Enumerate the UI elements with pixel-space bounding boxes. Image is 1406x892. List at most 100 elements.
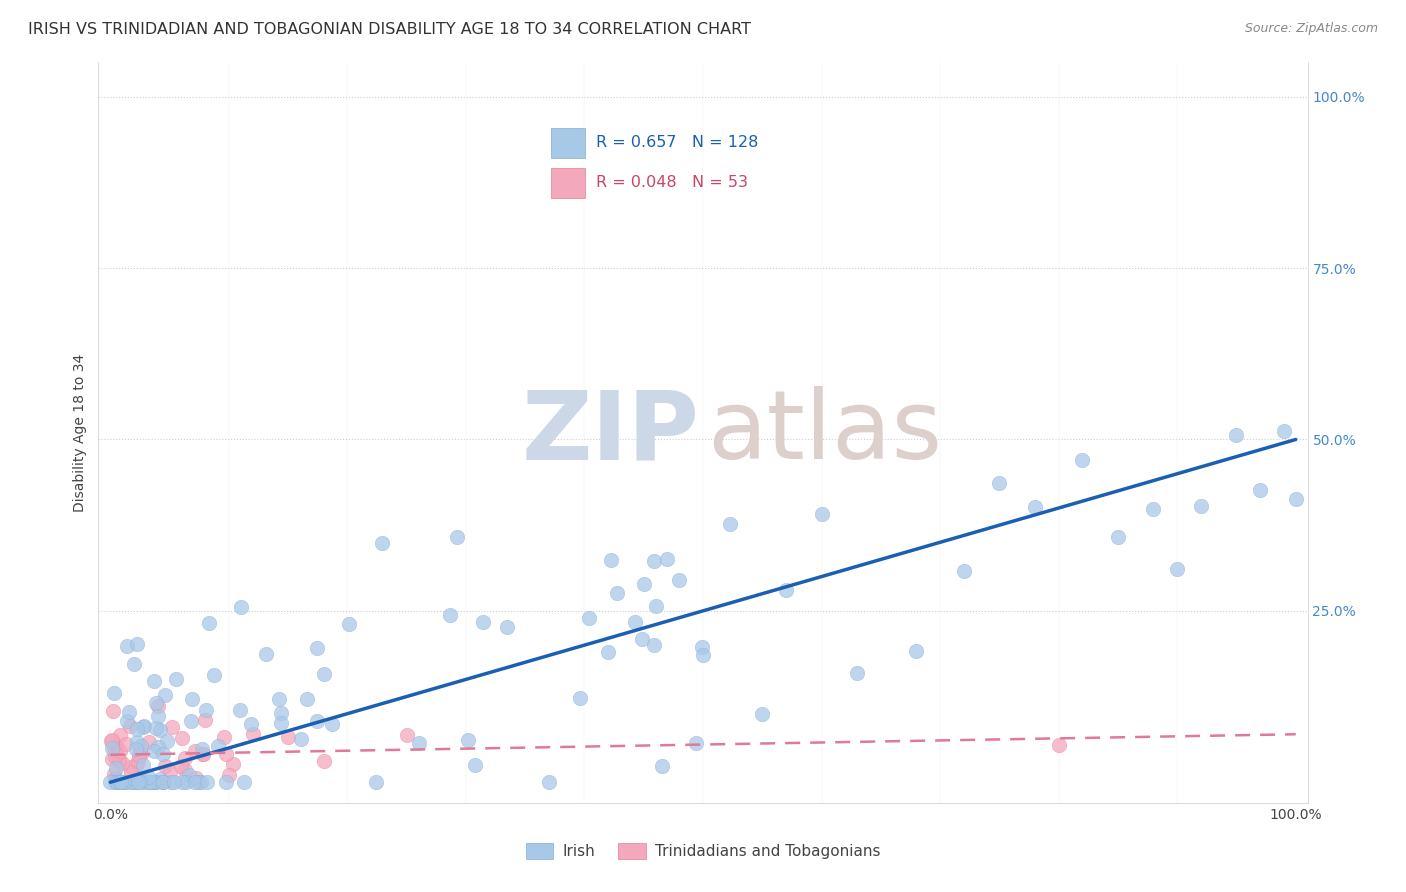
Point (120, 760, 142, 774)
Point (104, 772, 127, 787)
Point (103, 767, 125, 781)
Point (132, 775, 155, 789)
Point (129, 775, 152, 789)
Point (446, 530, 468, 544)
Point (148, 740, 170, 755)
Point (233, 775, 256, 789)
Point (146, 699, 169, 714)
Point (537, 775, 560, 789)
Point (134, 719, 156, 733)
Point (690, 640, 713, 655)
Point (152, 775, 174, 789)
Point (125, 735, 148, 749)
Point (270, 706, 292, 721)
Point (152, 775, 174, 789)
Point (952, 564, 974, 578)
Text: ZIP: ZIP (522, 386, 699, 479)
Point (101, 751, 124, 765)
Point (127, 775, 149, 789)
Point (194, 713, 217, 727)
Point (138, 735, 160, 749)
Point (180, 714, 202, 728)
Point (228, 703, 250, 717)
Point (366, 775, 388, 789)
Point (439, 607, 461, 622)
Point (198, 615, 221, 630)
Point (107, 750, 129, 764)
Point (631, 632, 654, 646)
Point (104, 761, 127, 775)
Point (643, 638, 665, 652)
Point (174, 763, 197, 777)
Point (110, 775, 132, 789)
Point (129, 747, 152, 761)
Text: atlas: atlas (707, 386, 942, 479)
Point (242, 727, 264, 741)
Point (297, 691, 319, 706)
Point (129, 739, 152, 753)
Point (181, 692, 204, 706)
Point (125, 741, 148, 756)
Point (145, 722, 167, 736)
Text: R = 0.048   N = 53: R = 0.048 N = 53 (596, 176, 748, 191)
Point (145, 696, 167, 710)
Point (141, 775, 163, 789)
Point (117, 640, 139, 654)
Point (143, 775, 166, 789)
Point (122, 775, 145, 789)
Point (146, 709, 169, 723)
Point (162, 720, 184, 734)
Point (457, 733, 479, 747)
Point (138, 770, 160, 784)
Point (152, 747, 174, 761)
Point (138, 775, 160, 789)
Point (108, 753, 131, 767)
Point (148, 723, 170, 737)
Point (100, 775, 122, 789)
Point (218, 767, 240, 781)
Point (267, 692, 290, 706)
Point (651, 758, 673, 772)
Point (195, 702, 218, 716)
Point (1249, 483, 1271, 497)
Point (170, 775, 193, 789)
Point (101, 733, 124, 747)
Point (496, 620, 519, 634)
Point (173, 750, 195, 764)
Point (105, 775, 128, 789)
Point (177, 768, 200, 782)
Point (153, 759, 176, 773)
Point (215, 775, 238, 789)
Point (127, 775, 149, 789)
Point (775, 582, 797, 597)
Point (190, 741, 212, 756)
Point (104, 775, 127, 789)
Point (187, 775, 209, 789)
Point (183, 744, 205, 758)
Point (152, 775, 174, 789)
Point (668, 573, 690, 587)
Point (124, 657, 146, 672)
Point (1107, 530, 1129, 544)
Point (751, 707, 773, 722)
Point (1189, 500, 1212, 514)
Point (1285, 492, 1308, 507)
Point (125, 757, 148, 772)
Point (212, 731, 235, 745)
Point (1071, 453, 1094, 467)
Point (115, 714, 138, 728)
Point (131, 773, 153, 788)
Point (644, 599, 666, 613)
Point (254, 647, 277, 661)
Point (202, 668, 225, 682)
Point (1166, 562, 1188, 576)
Point (125, 722, 148, 736)
Point (163, 775, 186, 789)
Point (143, 673, 166, 688)
Point (312, 754, 335, 768)
Point (1047, 738, 1070, 752)
Point (239, 717, 262, 731)
Point (184, 775, 207, 789)
Point (159, 775, 181, 789)
Point (184, 771, 207, 785)
